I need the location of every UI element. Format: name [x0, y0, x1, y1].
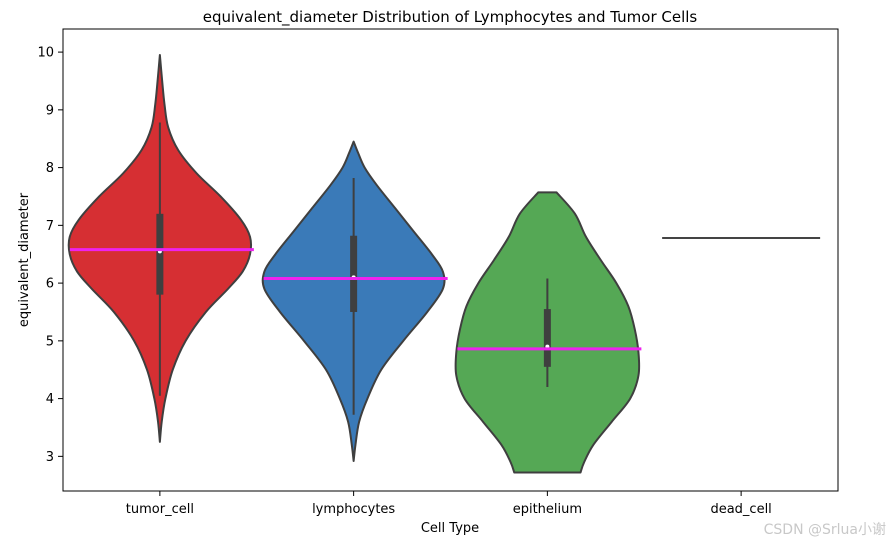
x-tick-label-dead-cell: dead_cell: [710, 502, 771, 517]
y-tick-label: 4: [46, 392, 54, 407]
y-tick-label: 9: [46, 103, 54, 118]
x-tick-label-lymphocytes: lymphocytes: [312, 502, 395, 517]
iqr-box-epithelium: [543, 309, 551, 367]
y-axis: 3 4 5 6 7 8 9 10: [37, 46, 63, 465]
chart-title: equivalent_diameter Distribution of Lymp…: [203, 8, 698, 27]
y-tick-label: 7: [46, 219, 54, 234]
y-tick-label: 10: [37, 46, 54, 61]
x-tick-label-tumor-cell: tumor_cell: [126, 502, 194, 517]
y-axis-title: equivalent_diameter: [17, 192, 32, 327]
x-tick-label-epithelium: epithelium: [513, 502, 582, 517]
y-tick-label: 8: [46, 161, 54, 176]
x-axis-title: Cell Type: [421, 521, 479, 536]
iqr-box-lymphocytes: [350, 235, 358, 312]
plot-area-frame: [62, 28, 839, 492]
watermark-text: CSDN @Srlua小谢: [764, 522, 886, 538]
mean-lines-layer: [69, 248, 642, 351]
iqr-box-tumor-cell: [156, 213, 164, 295]
violins-layer: [67, 53, 821, 474]
y-tick-label: 6: [46, 277, 54, 292]
y-tick-label: 3: [46, 450, 54, 465]
x-axis: tumor_cell lymphocytes epithelium dead_cell: [126, 491, 772, 517]
y-tick-label: 5: [46, 334, 54, 349]
